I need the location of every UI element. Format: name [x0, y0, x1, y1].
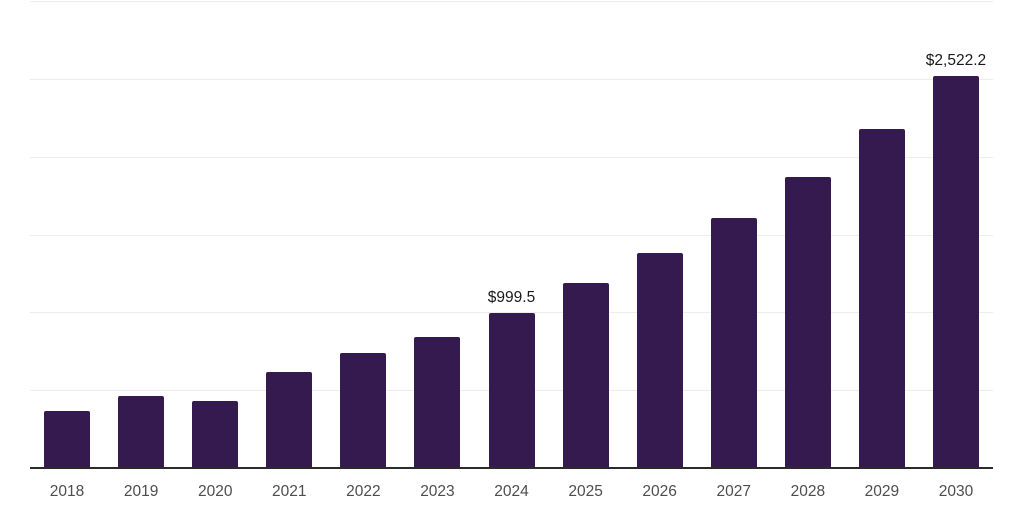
gridline-2000 [30, 156, 993, 158]
x-tick-label-2029: 2029 [864, 483, 900, 500]
bar-column-2024: $999.5 [474, 0, 548, 469]
bar-column-2018 [30, 0, 104, 469]
bar-2018 [44, 411, 91, 469]
bar-column-2026 [623, 0, 697, 469]
x-axis-tick-labels: 2018 2019 2020 2021 2022 2023 2024 2025 2026 2027… [30, 483, 993, 501]
bar-column-2023 [400, 0, 474, 469]
bar-column-2028 [771, 0, 845, 469]
gridline-1000 [30, 312, 993, 314]
bar-2019 [118, 395, 165, 469]
gridline-2500 [30, 78, 993, 80]
bar-2027 [710, 218, 757, 469]
x-tick-label-2026: 2026 [642, 483, 677, 500]
bar-2022 [340, 353, 387, 469]
gridline-1500 [30, 234, 993, 236]
bar-2029 [858, 128, 905, 469]
x-tick-label-2023: 2023 [420, 483, 455, 500]
x-tick-label-2019: 2019 [123, 483, 159, 500]
bar-column-2025 [549, 0, 623, 469]
bar-2020 [192, 401, 239, 469]
x-axis-line [30, 467, 993, 469]
bar-2023 [414, 337, 461, 469]
x-tick-label-2020: 2020 [197, 483, 233, 500]
bar-2026 [636, 253, 683, 469]
bar-column-2022 [326, 0, 400, 469]
x-tick-label-2021: 2021 [272, 483, 307, 500]
x-tick-label-2028: 2028 [790, 483, 826, 500]
plot-area: $999.5 $2,522.2 [30, 0, 993, 469]
bar-2030 [932, 76, 979, 469]
x-tick-label-2025: 2025 [568, 483, 603, 500]
x-tick-label-2027: 2027 [716, 483, 751, 500]
bar-column-2019 [104, 0, 178, 469]
x-tick-label-2022: 2022 [346, 483, 381, 500]
bar-column-2030: $2,522.2 [919, 0, 993, 469]
x-tick-label-2018: 2018 [49, 483, 85, 500]
bar-2025 [562, 283, 609, 469]
bar-2024 [488, 313, 535, 469]
bar-column-2020 [178, 0, 252, 469]
bar-2028 [784, 177, 831, 469]
x-tick-label-2030: 2030 [938, 483, 974, 500]
bar-series: $999.5 $2,522.2 [30, 0, 993, 469]
bar-column-2021 [252, 0, 326, 469]
gridline-3000 [30, 1, 993, 2]
bar-value-label-2030: $2,522.2 [925, 52, 987, 70]
bar-2021 [266, 371, 313, 469]
bar-column-2027 [697, 0, 771, 469]
bar-value-label-2024: $999.5 [487, 289, 536, 307]
x-tick-label-2024: 2024 [494, 483, 529, 500]
bar-column-2029 [845, 0, 919, 469]
